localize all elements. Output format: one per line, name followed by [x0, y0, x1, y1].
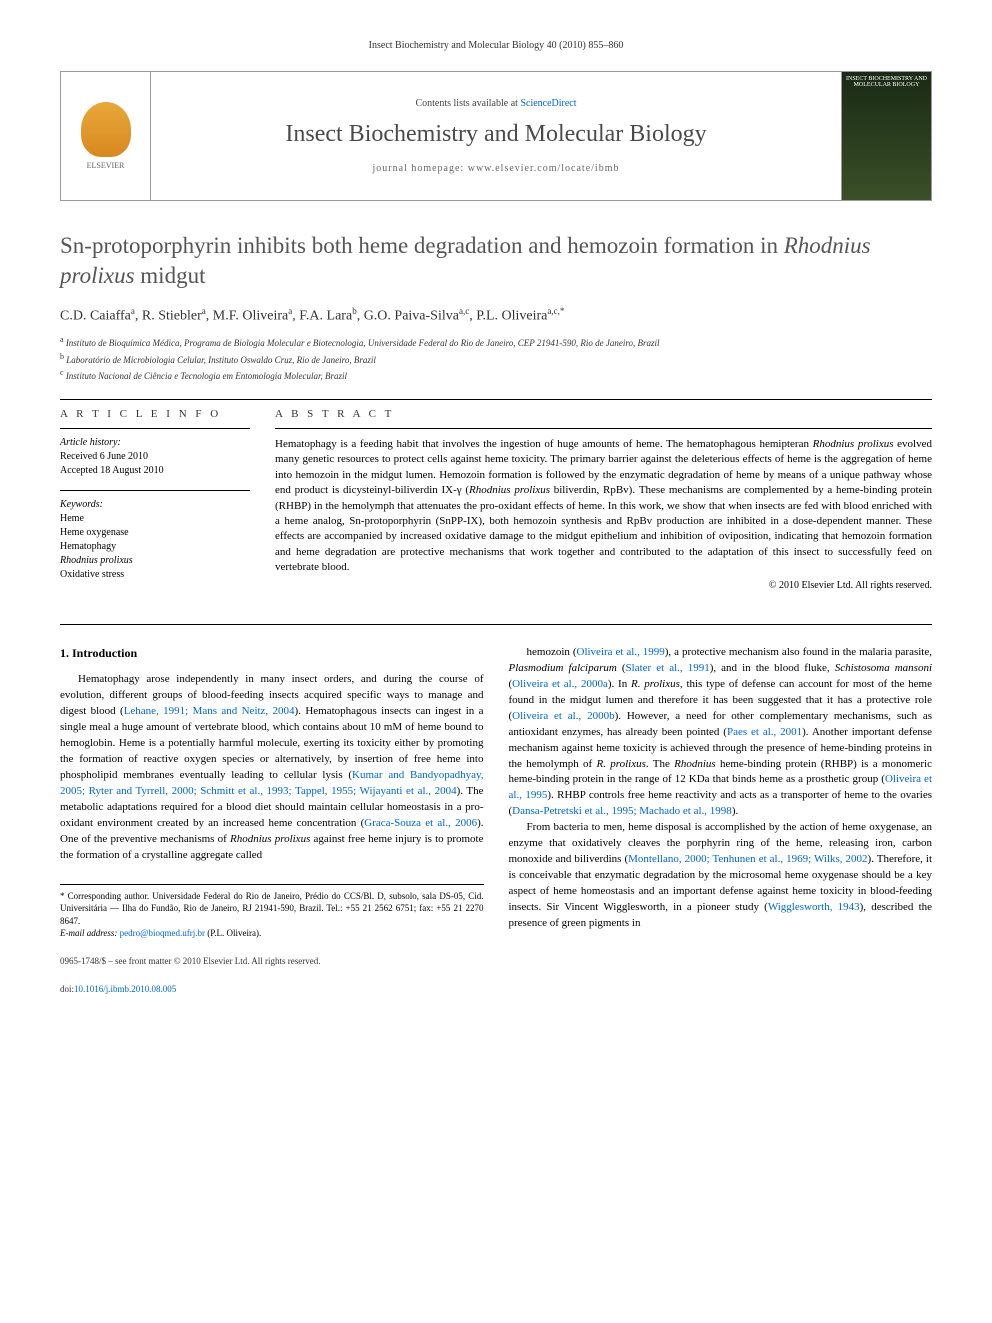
publisher-name: ELSEVIER	[87, 161, 125, 170]
article-info-heading: A R T I C L E I N F O	[60, 408, 250, 420]
received-date: Received 6 June 2010	[60, 450, 250, 464]
publisher-logo: ELSEVIER	[61, 72, 151, 200]
footnotes: * Corresponding author. Universidade Fed…	[60, 884, 484, 940]
divider	[60, 428, 250, 429]
journal-cover-thumbnail: INSECT BIOCHEMISTRY AND MOLECULAR BIOLOG…	[841, 72, 931, 200]
body-paragraph: From bacteria to men, heme disposal is a…	[509, 820, 933, 932]
corresponding-author-note: * Corresponding author. Universidade Fed…	[60, 890, 484, 928]
email-suffix: (P.L. Oliveira).	[205, 928, 261, 938]
body-paragraph: Hematophagy arose independently in many …	[60, 672, 484, 863]
column-left: 1. Introduction Hematophagy arose indepe…	[60, 645, 484, 996]
abstract-text: Hematophagy is a feeding habit that invo…	[275, 437, 932, 576]
sciencedirect-link[interactable]: ScienceDirect	[520, 98, 576, 109]
author-list: C.D. Caiaffaa, R. Stieblera, M.F. Olivei…	[60, 306, 932, 325]
column-right: hemozoin (Oliveira et al., 1999), a prot…	[509, 645, 933, 996]
email-label: E-mail address:	[60, 928, 120, 938]
keyword: Oxidative stress	[60, 568, 250, 582]
body-text: 1. Introduction Hematophagy arose indepe…	[60, 645, 932, 996]
history-label: Article history:	[60, 437, 250, 448]
footer-doi: doi:10.1016/j.ibmb.2010.08.005	[60, 983, 484, 996]
footer-issn: 0965-1748/$ – see front matter © 2010 El…	[60, 955, 484, 968]
running-header: Insect Biochemistry and Molecular Biolog…	[60, 40, 932, 51]
keyword: Rhodnius prolixus	[60, 554, 250, 568]
cover-text: INSECT BIOCHEMISTRY AND MOLECULAR BIOLOG…	[842, 72, 931, 92]
divider	[60, 399, 932, 400]
homepage-url[interactable]: www.elsevier.com/locate/ibmb	[468, 163, 620, 174]
homepage-prefix: journal homepage:	[373, 163, 468, 174]
section-heading: 1. Introduction	[60, 645, 484, 662]
journal-homepage: journal homepage: www.elsevier.com/locat…	[373, 163, 620, 174]
body-paragraph: hemozoin (Oliveira et al., 1999), a prot…	[509, 645, 933, 820]
email-line: E-mail address: pedro@bioqmed.ufrj.br (P…	[60, 927, 484, 940]
contents-prefix: Contents lists available at	[415, 98, 520, 109]
elsevier-tree-icon	[81, 102, 131, 157]
abstract-heading: A B S T R A C T	[275, 408, 932, 420]
header-center: Contents lists available at ScienceDirec…	[151, 72, 841, 200]
affiliation-b: b Laboratório de Microbiologia Celular, …	[60, 351, 932, 368]
keyword: Hematophagy	[60, 540, 250, 554]
abstract-section: A B S T R A C T Hematophagy is a feeding…	[275, 408, 932, 594]
keywords-label: Keywords:	[60, 499, 250, 510]
journal-name: Insect Biochemistry and Molecular Biolog…	[285, 121, 706, 148]
affiliation-c: c Instituto Nacional de Ciência e Tecnol…	[60, 367, 932, 384]
divider	[275, 428, 932, 429]
doi-label: doi:	[60, 984, 74, 994]
divider	[60, 490, 250, 491]
keyword: Heme	[60, 512, 250, 526]
abstract-copyright: © 2010 Elsevier Ltd. All rights reserved…	[275, 580, 932, 591]
accepted-date: Accepted 18 August 2010	[60, 464, 250, 478]
article-info-panel: A R T I C L E I N F O Article history: R…	[60, 408, 250, 594]
article-title: Sn-protoporphyrin inhibits both heme deg…	[60, 231, 932, 291]
contents-available: Contents lists available at ScienceDirec…	[415, 98, 576, 109]
affiliations: a Instituto de Bioquímica Médica, Progra…	[60, 334, 932, 384]
divider	[60, 624, 932, 625]
email-link[interactable]: pedro@bioqmed.ufrj.br	[120, 928, 205, 938]
keyword: Heme oxygenase	[60, 526, 250, 540]
affiliation-a: a Instituto de Bioquímica Médica, Progra…	[60, 334, 932, 351]
journal-header-box: ELSEVIER Contents lists available at Sci…	[60, 71, 932, 201]
doi-link[interactable]: 10.1016/j.ibmb.2010.08.005	[74, 984, 176, 994]
